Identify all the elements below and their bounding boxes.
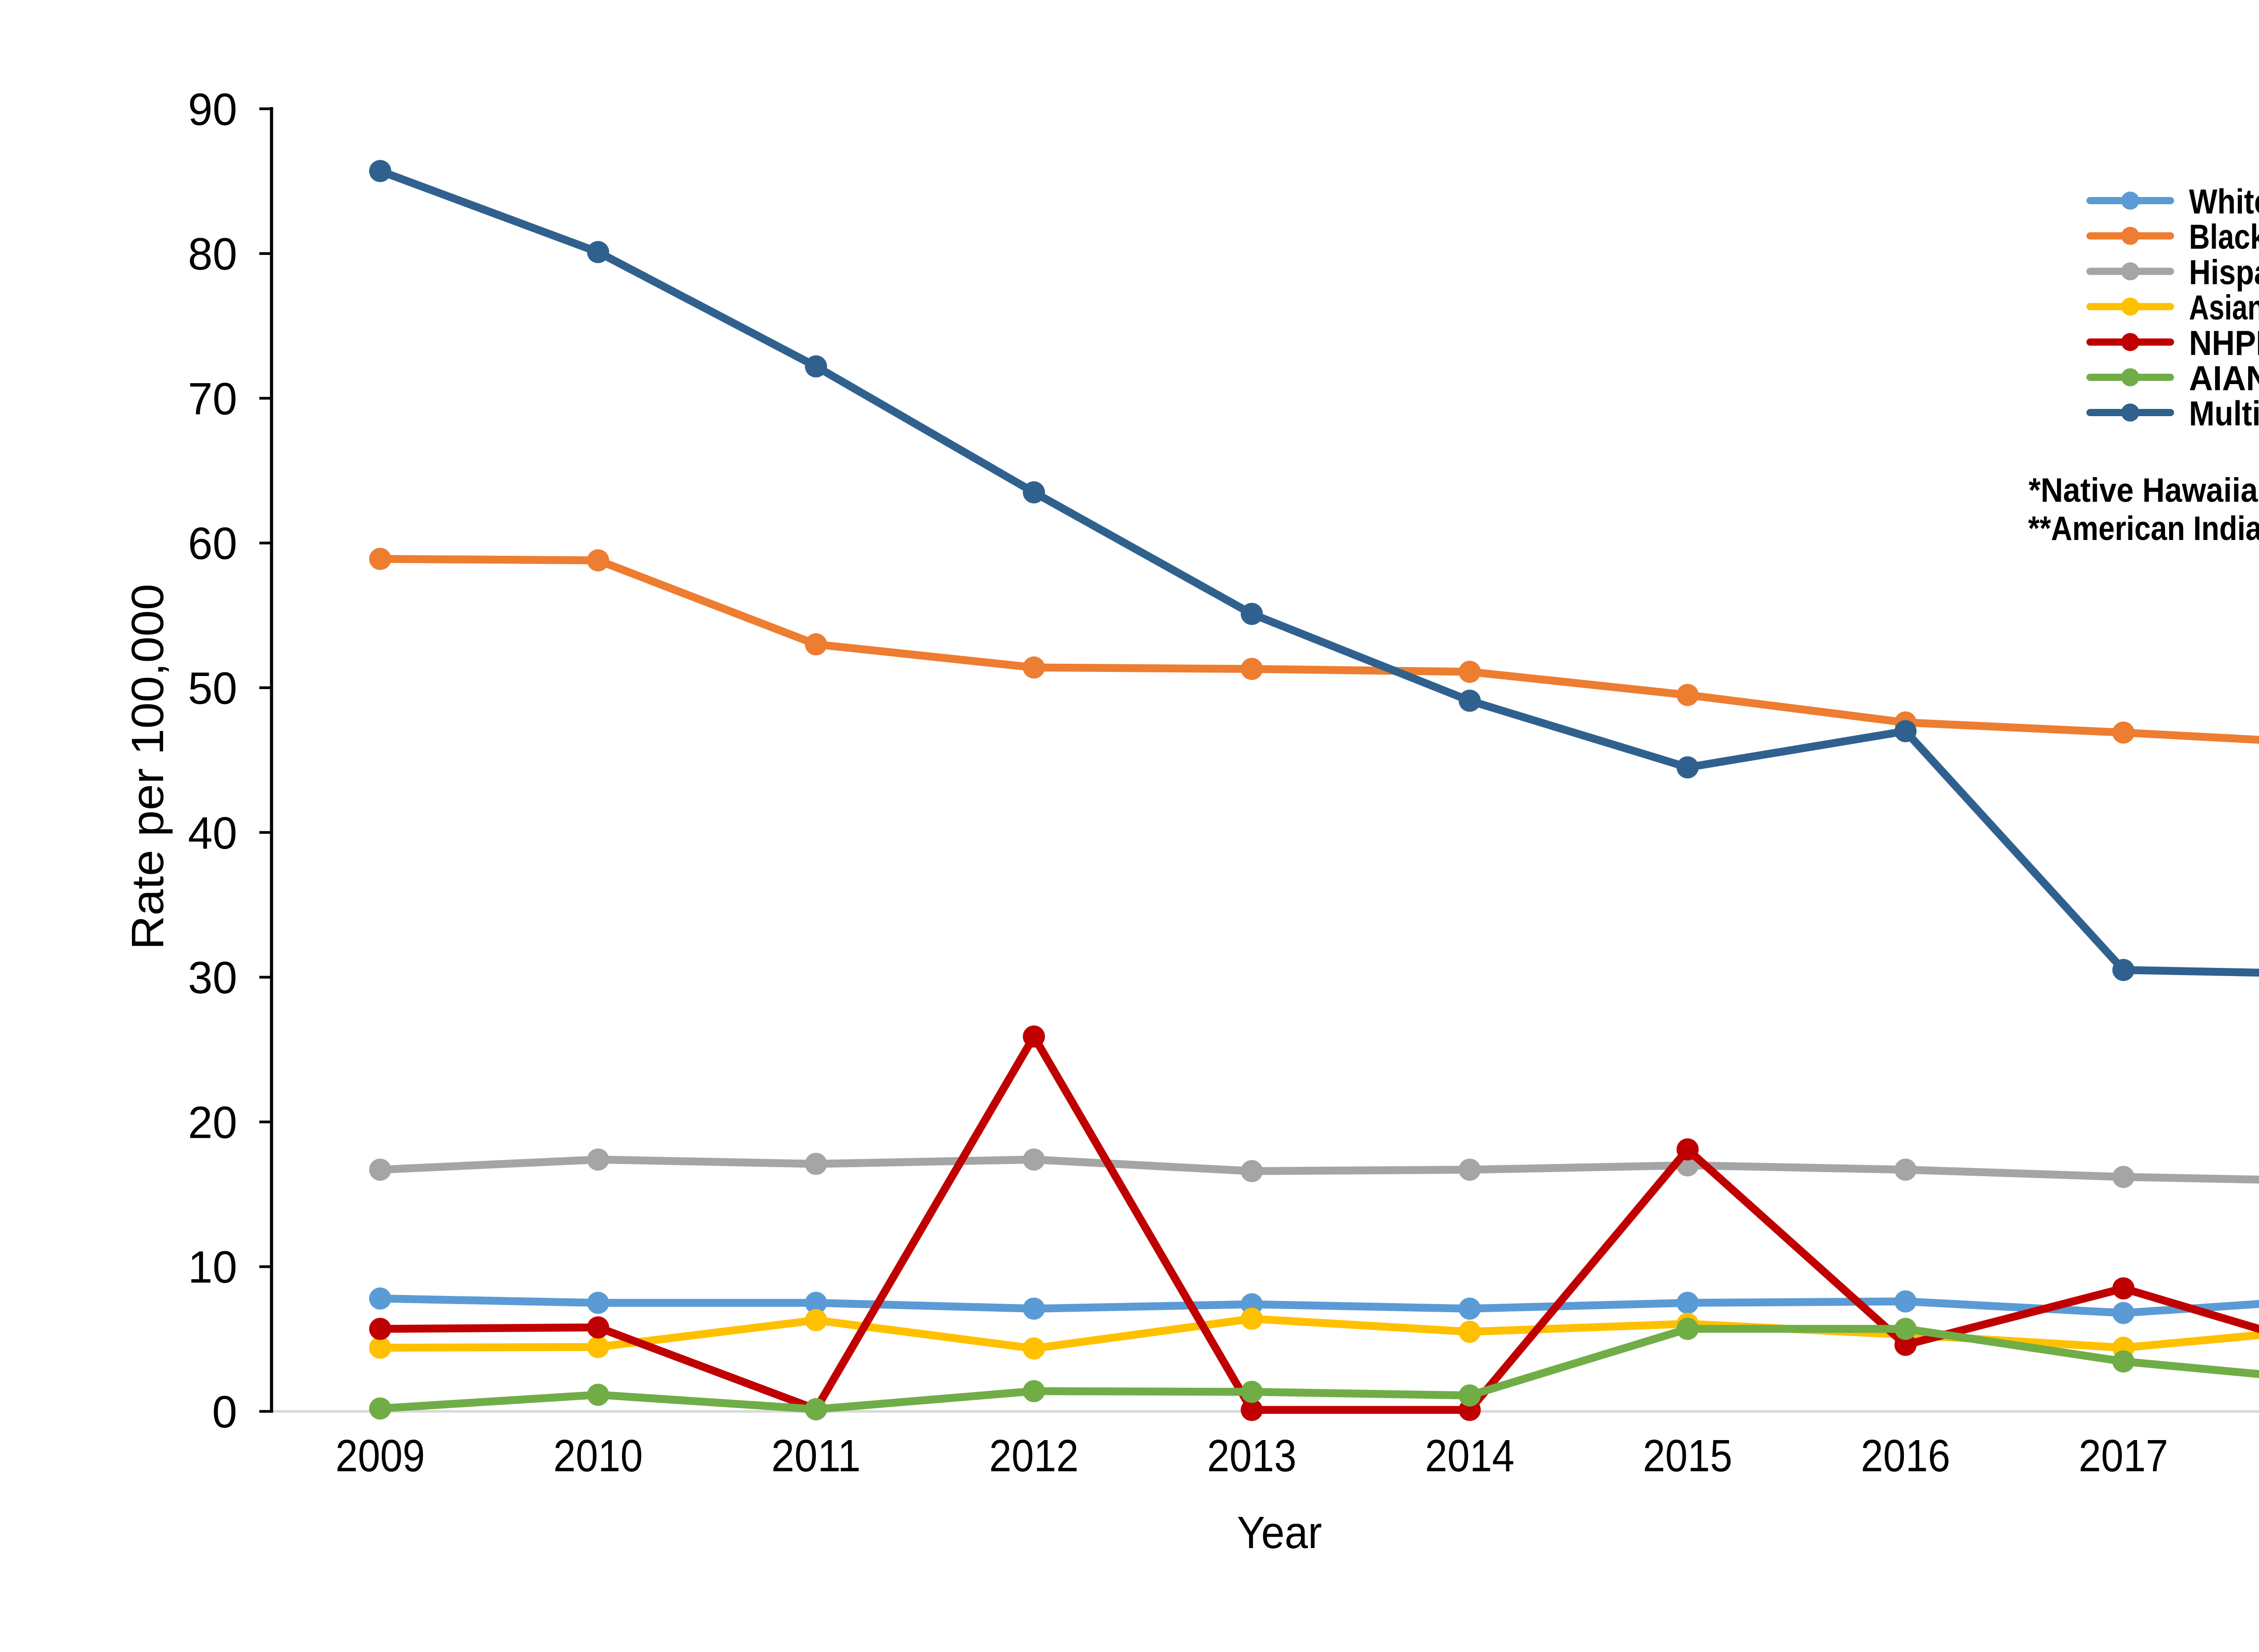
svg-text:2017: 2017 [2079,1431,2168,1481]
svg-text:60: 60 [188,518,237,569]
svg-text:2014: 2014 [1425,1431,1514,1481]
svg-text:10: 10 [188,1242,237,1293]
svg-text:*Native Hawaiian/Pacific Islan: *Native Hawaiian/Pacific Islander [2029,471,2259,509]
svg-text:Rate per 100,000: Rate per 100,000 [122,584,173,950]
svg-text:20: 20 [188,1097,237,1148]
svg-text:2013: 2013 [1207,1431,1297,1481]
svg-text:80: 80 [188,229,237,280]
svg-text:2016: 2016 [1861,1431,1950,1481]
svg-text:2010: 2010 [553,1431,643,1481]
svg-text:0: 0 [212,1387,237,1437]
svg-text:NHPI*: NHPI* [2189,324,2259,363]
svg-text:Hispanic: Hispanic [2189,253,2259,292]
svg-text:Year: Year [1237,1507,1322,1558]
svg-text:2011: 2011 [771,1431,861,1481]
svg-text:**American Indian/Alaskan Nati: **American Indian/Alaskan Native [2028,509,2259,547]
svg-text:90: 90 [188,84,237,135]
svg-text:Multi-race: Multi-race [2189,394,2259,433]
svg-text:Black: Black [2189,218,2259,257]
svg-text:30: 30 [188,953,237,1003]
svg-text:2015: 2015 [1643,1431,1732,1481]
svg-text:Asian: Asian [2189,288,2259,327]
svg-text:40: 40 [188,808,237,859]
svg-text:AIAN**: AIAN** [2189,359,2259,398]
svg-text:50: 50 [188,663,237,714]
svg-text:70: 70 [188,374,237,424]
svg-text:White: White [2189,183,2259,221]
svg-text:2009: 2009 [336,1431,425,1481]
svg-text:2012: 2012 [989,1431,1078,1481]
